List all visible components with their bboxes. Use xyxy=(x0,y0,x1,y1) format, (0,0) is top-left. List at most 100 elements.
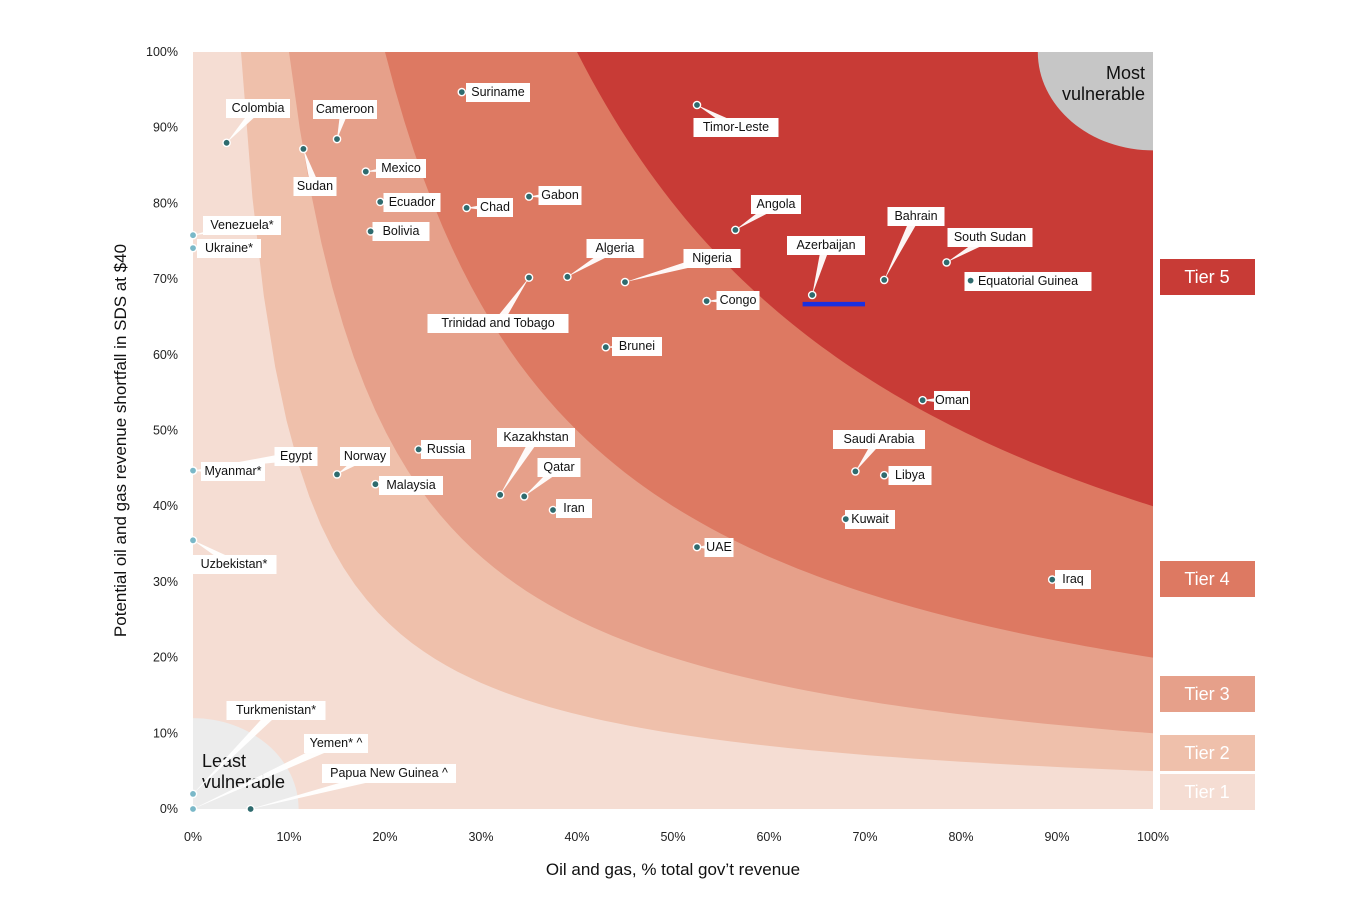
label-box xyxy=(372,222,430,241)
most-vulnerable-label: Most xyxy=(1106,63,1145,83)
point-group: Yemen* ^ xyxy=(193,734,368,809)
least-vulnerable-zone xyxy=(193,718,299,809)
point-label: Suriname xyxy=(471,85,525,99)
tier-2-legend-label: Tier 2 xyxy=(1184,743,1229,763)
x-tick-label: 30% xyxy=(468,830,493,844)
tier-4-legend-box xyxy=(1160,561,1255,597)
point-label: Azerbaijan xyxy=(796,238,855,252)
label-box xyxy=(313,100,377,119)
label-box xyxy=(376,159,426,178)
point-group: Timor-Leste xyxy=(693,105,779,137)
label-box xyxy=(304,734,368,753)
tier-5-legend-box xyxy=(1160,259,1255,295)
point-group: Qatar xyxy=(524,458,581,497)
data-point xyxy=(692,100,702,110)
label-box xyxy=(197,239,261,258)
label-box xyxy=(274,447,318,466)
point-label: Uzbekistan* xyxy=(201,557,268,571)
point-group: Chad xyxy=(466,198,513,217)
point-group: Trinidad and Tobago xyxy=(427,277,569,333)
point-group: Uzbekistan* xyxy=(191,540,277,574)
point-group: South Sudan xyxy=(946,228,1033,263)
label-box xyxy=(751,195,801,214)
point-group: Iraq xyxy=(1052,570,1091,589)
x-tick-label: 20% xyxy=(372,830,397,844)
y-tick-label: 10% xyxy=(153,726,178,740)
label-leader xyxy=(884,214,920,280)
y-axis-title: Potential oil and gas revenue shortfall … xyxy=(111,244,130,637)
point-group: Equatorial Guinea xyxy=(964,272,1092,291)
label-box xyxy=(787,236,865,255)
label-box xyxy=(845,510,895,529)
point-group: Kazakhstan xyxy=(497,428,575,495)
data-point xyxy=(966,276,975,285)
tier-2-legend-box xyxy=(1160,735,1255,771)
tier-1-legend-label: Tier 1 xyxy=(1184,782,1229,802)
label-box xyxy=(497,428,575,447)
point-group: Gabon xyxy=(529,186,582,205)
data-point xyxy=(519,492,529,501)
point-group: Russia xyxy=(418,440,471,459)
point-label: Iraq xyxy=(1062,572,1084,586)
y-tick-label: 20% xyxy=(153,651,178,665)
data-point xyxy=(188,230,198,240)
point-label: Turkmenistan* xyxy=(236,703,316,717)
point-group: Colombia xyxy=(226,99,290,143)
data-point xyxy=(563,272,572,282)
tier-5-legend-label: Tier 5 xyxy=(1184,267,1229,287)
x-axis-title: Oil and gas, % total gov’t revenue xyxy=(546,860,800,879)
point-label: Cameroon xyxy=(316,102,374,116)
point-label: Malaysia xyxy=(386,478,435,492)
label-box xyxy=(887,207,945,226)
point-label: Saudi Arabia xyxy=(844,432,915,446)
most-vulnerable-zone xyxy=(1037,52,1153,151)
y-tick-label: 80% xyxy=(153,196,178,210)
tier-1-legend-box xyxy=(1160,774,1255,810)
point-group: Cameroon xyxy=(313,100,377,140)
label-box xyxy=(322,764,456,783)
point-label: Brunei xyxy=(619,339,655,353)
label-box xyxy=(1055,570,1091,589)
point-label: Myanmar* xyxy=(205,464,262,478)
x-tick-label: 70% xyxy=(852,830,877,844)
data-point xyxy=(879,470,889,480)
y-tick-label: 0% xyxy=(160,802,178,816)
label-leader xyxy=(494,277,529,326)
data-point xyxy=(620,277,630,287)
x-tick-label: 40% xyxy=(564,830,589,844)
label-box xyxy=(203,216,281,235)
data-point xyxy=(942,258,951,267)
y-tick-label: 60% xyxy=(153,348,178,362)
label-box xyxy=(226,701,326,720)
point-group: Azerbaijan xyxy=(787,236,865,295)
point-label: Oman xyxy=(935,393,969,407)
point-label: Bahrain xyxy=(894,209,937,223)
data-point xyxy=(332,134,342,144)
tier-4-legend-label: Tier 4 xyxy=(1184,569,1229,589)
label-box xyxy=(537,458,581,477)
point-label: Papua New Guinea ^ xyxy=(330,766,448,780)
label-leader xyxy=(193,738,338,809)
data-point xyxy=(299,144,308,154)
data-point xyxy=(332,470,342,479)
data-point xyxy=(361,167,371,176)
data-point xyxy=(414,445,423,454)
label-box xyxy=(556,499,592,518)
point-group: Bahrain xyxy=(884,207,945,280)
data-point xyxy=(1047,575,1057,584)
point-label: Ukraine* xyxy=(205,241,253,255)
point-label: Kuwait xyxy=(851,512,889,526)
label-leader xyxy=(812,243,831,295)
x-tick-label: 0% xyxy=(184,830,202,844)
point-label: Colombia xyxy=(232,101,285,115)
point-group: Venezuela* xyxy=(193,216,281,236)
point-group: Turkmenistan* xyxy=(193,701,326,794)
data-point xyxy=(246,804,255,814)
x-tick-label: 100% xyxy=(1137,830,1169,844)
point-group: Iran xyxy=(553,499,592,518)
point-group: Myanmar* xyxy=(193,462,265,481)
data-point xyxy=(524,273,534,282)
point-label: Trinidad and Tobago xyxy=(441,316,554,330)
point-label: Nigeria xyxy=(692,251,732,265)
